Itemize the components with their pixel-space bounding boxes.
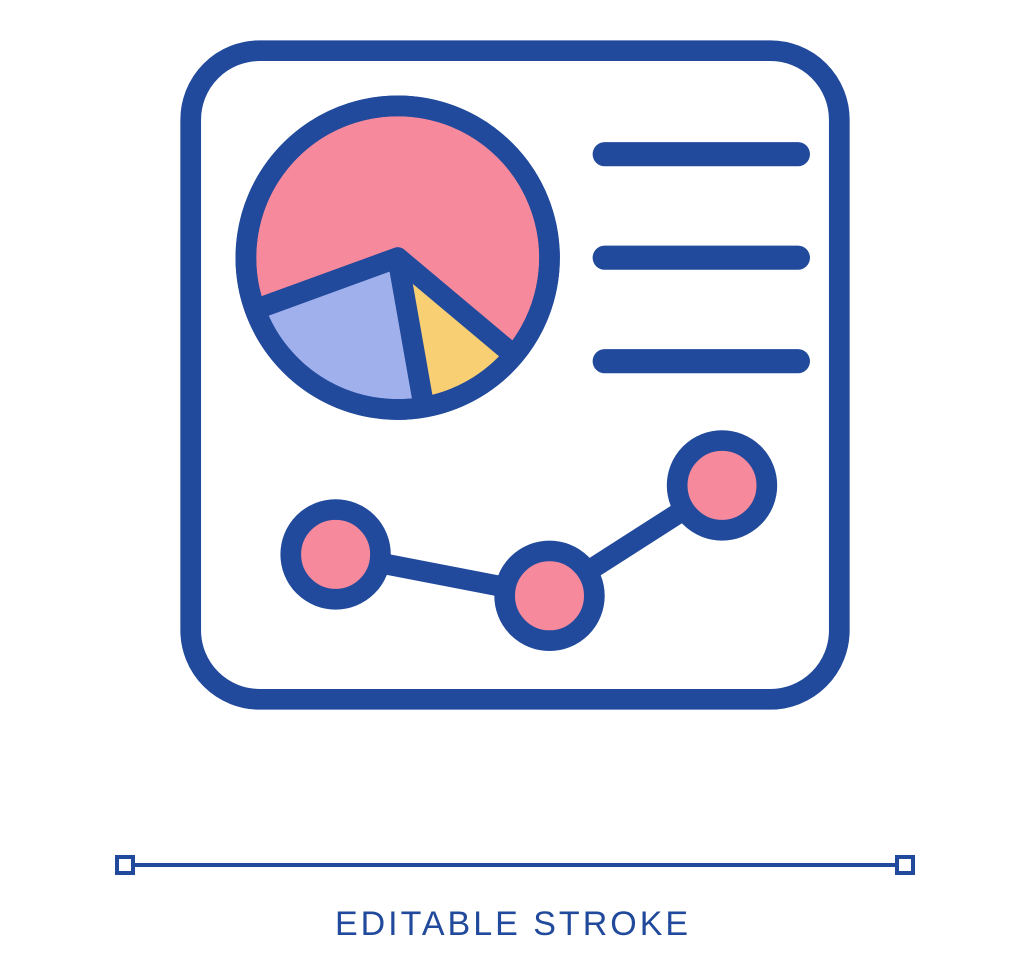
stroke-indicator-line bbox=[125, 863, 905, 867]
stroke-indicator-right-handle[interactable] bbox=[895, 855, 915, 875]
caption-editable-stroke: EDITABLE STROKE bbox=[0, 905, 1026, 944]
line-node-3 bbox=[677, 441, 767, 531]
stroke-indicator-left-handle[interactable] bbox=[115, 855, 135, 875]
line-node-1 bbox=[291, 510, 381, 600]
stage: EDITABLE STROKE bbox=[0, 0, 1026, 980]
line-node-2 bbox=[505, 551, 595, 641]
pie-chart-icon bbox=[246, 106, 550, 410]
analytics-dashboard-icon bbox=[170, 30, 860, 720]
editable-stroke-indicator bbox=[125, 850, 905, 880]
